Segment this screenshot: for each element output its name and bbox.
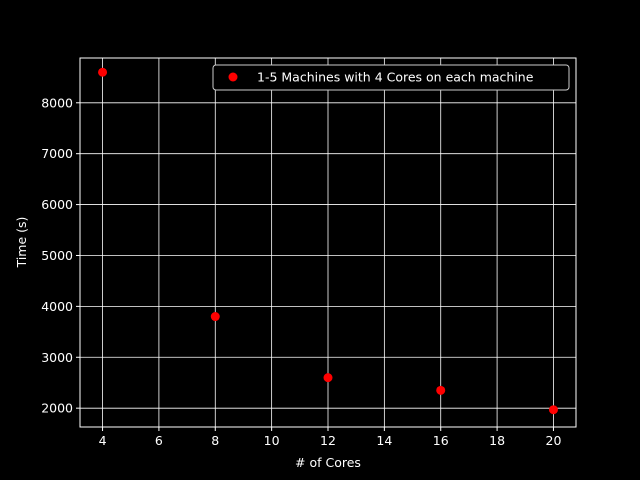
y-tick-label: 3000 xyxy=(41,350,73,365)
data-point xyxy=(323,373,333,383)
legend-label: 1-5 Machines with 4 Cores on each machin… xyxy=(257,70,534,85)
x-tick-label: 10 xyxy=(264,433,280,448)
data-point xyxy=(436,385,446,395)
legend-marker-icon xyxy=(228,72,238,82)
data-point xyxy=(210,312,220,322)
y-tick-label: 7000 xyxy=(41,146,73,161)
x-tick-label: 16 xyxy=(433,433,449,448)
y-tick-label: 4000 xyxy=(41,299,73,314)
x-tick-label: 12 xyxy=(320,433,336,448)
y-tick-label: 5000 xyxy=(41,248,73,263)
x-tick-label: 14 xyxy=(376,433,392,448)
legend: 1-5 Machines with 4 Cores on each machin… xyxy=(212,64,570,91)
y-tick-label: 2000 xyxy=(41,401,73,416)
axis-ticks: 4 6 8 10 12 14 16 18 20 2000 3000 4000 5000 6000 7000 8… xyxy=(41,95,561,448)
y-axis-label: Time (s) xyxy=(14,217,29,269)
x-tick-label: 6 xyxy=(155,433,163,448)
x-tick-label: 18 xyxy=(489,433,505,448)
y-tick-label: 6000 xyxy=(41,197,73,212)
data-point xyxy=(98,67,108,77)
legend-box xyxy=(212,64,570,91)
x-tick-label: 4 xyxy=(99,433,107,448)
y-tick-label: 8000 xyxy=(41,95,73,110)
grid-lines xyxy=(80,58,576,427)
x-axis-label: # of Cores xyxy=(295,455,361,470)
data-point xyxy=(548,405,558,415)
x-tick-label: 20 xyxy=(546,433,562,448)
x-tick-label: 8 xyxy=(211,433,219,448)
data-points xyxy=(98,67,558,415)
